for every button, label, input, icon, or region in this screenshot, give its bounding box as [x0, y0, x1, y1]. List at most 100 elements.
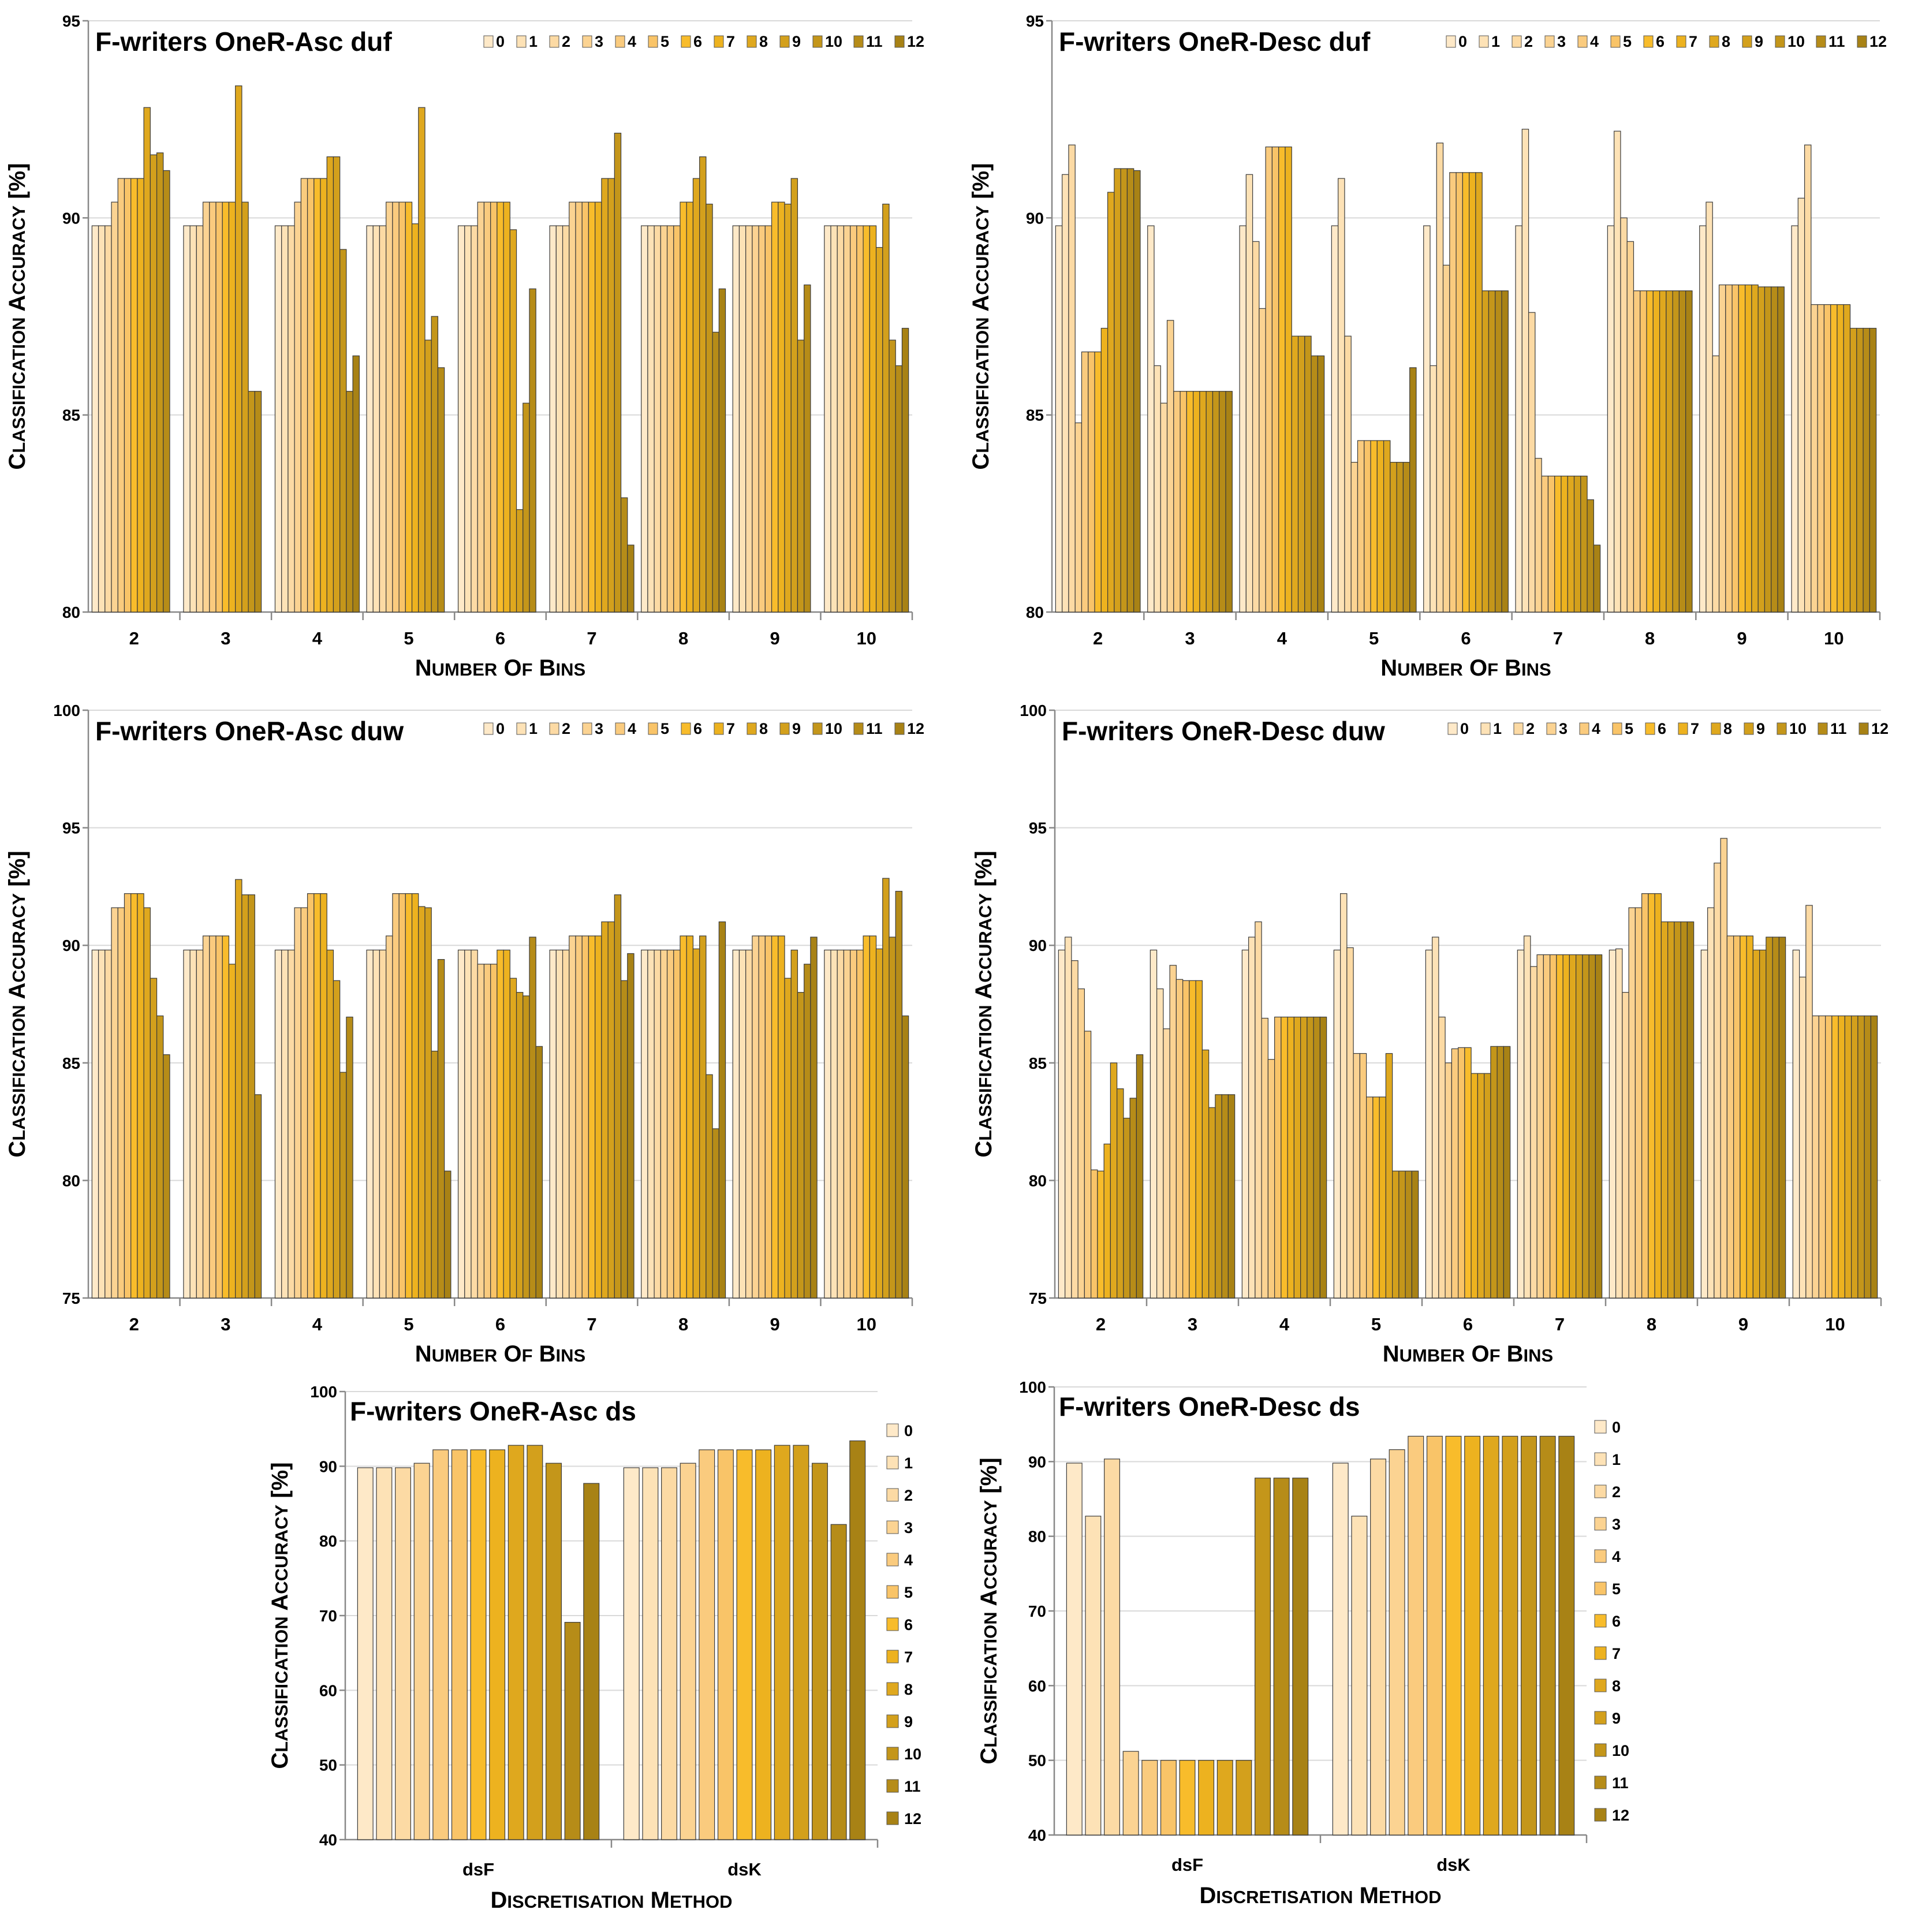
chart2-bar [666, 949, 674, 1299]
chart5-legend-swatch [1594, 1646, 1607, 1660]
chart5-bar [1370, 1459, 1386, 1836]
chart5-bar [1445, 1435, 1462, 1836]
chart0-bar [875, 247, 883, 613]
chart3-bar [1825, 1015, 1833, 1299]
chart4-x-tick-label: dsF [462, 1859, 494, 1879]
chart3-bar [1333, 949, 1341, 1299]
chart2-bar [333, 980, 341, 1299]
chart2-bar [863, 935, 870, 1299]
chart2-bar [575, 935, 583, 1299]
chart3-bar [1221, 1094, 1229, 1299]
chart2-bar [601, 921, 609, 1299]
chart0-bar [895, 365, 903, 613]
chart4-bar [623, 1467, 640, 1840]
chart0-bar [372, 225, 380, 613]
chart1-bar [1678, 290, 1686, 613]
chart1-bar [1811, 304, 1818, 613]
chart1-legend-swatch [1775, 35, 1785, 48]
chart5-y-axis-label: CLASSIFICATION ACCURACY [%] [976, 1457, 1002, 1764]
chart0-bar [901, 327, 909, 613]
chart4-legend-swatch [886, 1553, 899, 1567]
chart1-legend-label: 7 [1689, 33, 1697, 50]
chart1-bar [1856, 327, 1864, 613]
chart2-bar [509, 978, 517, 1299]
chart1-bar [1107, 192, 1115, 613]
chart0-legend-swatch [812, 35, 823, 48]
chart4-legend-swatch [886, 1423, 899, 1437]
chart1-bar [1666, 290, 1673, 613]
chart3-bar [1805, 905, 1813, 1299]
chart1-bar [1567, 475, 1575, 613]
chart3-bar [1628, 907, 1636, 1299]
chart2-bar [163, 1054, 170, 1299]
chart1-bar [1402, 461, 1410, 613]
chart2-bar [398, 893, 406, 1299]
chart0-bar [882, 203, 890, 613]
chart0-bar [333, 156, 341, 613]
chart2-bar [314, 893, 321, 1299]
chart1-bar [1055, 225, 1063, 613]
chart5-bar [1351, 1516, 1368, 1836]
chart3-bar [1065, 937, 1072, 1299]
chart5-bar [1521, 1435, 1537, 1836]
chart0-legend-swatch [582, 35, 592, 48]
chart1-bar [1620, 217, 1628, 613]
chart3-bar [1385, 1053, 1393, 1299]
chart2-bar [555, 949, 563, 1299]
chart4-y-tick-label: 50 [319, 1756, 337, 1774]
chart0-y-tick-label: 90 [62, 209, 80, 227]
chart3-bar [1543, 954, 1551, 1299]
chart2-bar [588, 935, 596, 1299]
chart2-x-tick-label: 4 [312, 1314, 323, 1334]
chart1-bar [1285, 146, 1292, 613]
chart0-bar [105, 225, 112, 613]
chart3-y-tick-label: 85 [1029, 1054, 1047, 1072]
chart2-bar [189, 949, 197, 1299]
chart2-bar [804, 964, 811, 1299]
chart1-bar [1547, 475, 1555, 613]
chart3-legend-swatch [1678, 722, 1688, 735]
chart0-bar [437, 367, 445, 613]
chart1-legend-swatch [1446, 35, 1456, 48]
chart0-bar [641, 225, 648, 613]
chart2-bar [288, 949, 295, 1299]
chart3-bar [1752, 949, 1760, 1299]
chart1-bar [1133, 170, 1141, 613]
chart0-legend-label: 9 [792, 33, 801, 50]
chart4-bar [527, 1445, 543, 1840]
chart2-bar [810, 937, 818, 1299]
chart0-bar [804, 284, 811, 613]
chart4-bar [376, 1467, 393, 1840]
chart4-legend-swatch [886, 1714, 899, 1728]
chart0-bar [392, 202, 400, 613]
chart3-bar [1458, 1047, 1465, 1299]
chart3-bar [1503, 1046, 1511, 1299]
chart4-legend-swatch [886, 1456, 899, 1469]
chart2-bar [895, 890, 903, 1299]
chart5-x-tick-label: dsF [1171, 1855, 1203, 1875]
chart1-bar [1837, 304, 1844, 613]
chart2-bar [117, 907, 125, 1299]
chart1-x-tick-label: 9 [1737, 628, 1746, 648]
chart1-bar [1764, 286, 1772, 613]
chart3-bar [1110, 1062, 1118, 1299]
chart3-bar [1660, 921, 1669, 1299]
chart1-bar [1488, 290, 1496, 613]
chart4-legend-label: 1 [904, 1454, 913, 1472]
chart1-x-tick-label: 8 [1645, 628, 1655, 648]
chart3-legend-swatch [1579, 722, 1589, 735]
chart0-bar [307, 178, 315, 613]
chart4-bar [357, 1467, 374, 1840]
chart2-legend-swatch [779, 722, 790, 735]
chart3-bar [1746, 935, 1753, 1299]
chart0-x-axis-label: NUMBER OF BINS [415, 655, 585, 681]
chart0-x-tick-label: 4 [312, 628, 323, 648]
chart1-y-tick-label: 80 [1026, 603, 1044, 621]
chart1-bar [1291, 335, 1299, 613]
chart1-bar [1541, 475, 1549, 613]
chart5-bar [1539, 1435, 1556, 1836]
chart1-bar [1817, 304, 1825, 613]
chart0-y-tick-label: 85 [62, 406, 80, 424]
chart3-bar [1293, 1016, 1301, 1299]
